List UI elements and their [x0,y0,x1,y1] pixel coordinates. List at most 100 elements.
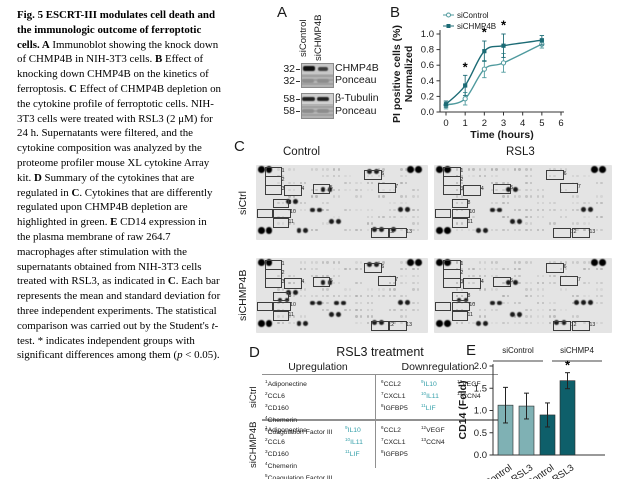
molecular-weight-label: 32 [283,74,295,87]
array-spot [536,195,540,198]
array-spot [541,322,544,325]
array-box [364,169,382,180]
table-row-label-sichmp4b: siCHMP4B [248,421,259,468]
array-spot [483,268,487,271]
caption-segment: . Each bar represents the mean and stand… [17,275,221,332]
array-spot [460,268,463,271]
array-spot [337,274,340,278]
array-spot [541,229,544,232]
cytokine-item: 6CCL2 [381,425,401,434]
array-spot [564,168,568,171]
array-box-number: 13 [406,321,413,328]
array-spot [529,288,533,291]
array-spot [292,281,296,284]
array-spot [310,168,314,171]
array-box-number: 1 [281,167,285,174]
array-box [451,218,469,228]
array-box-number: 4 [480,279,484,286]
caption-segment: Immunoblot showing the knock down of CHM… [17,38,219,66]
array-spot [518,268,521,271]
array-spot [472,175,475,178]
array-spot [415,166,422,173]
array-spot [374,262,379,268]
array-spot [367,262,372,268]
array-spot [529,181,533,185]
array-spot [371,308,374,311]
array-spot [366,301,369,305]
data-point [462,96,468,102]
array-spot [479,175,482,178]
array-box-number: 6 [563,263,567,270]
array-spot [344,188,347,191]
array-spot [348,229,352,232]
array-spot [404,315,407,318]
array-spot [329,218,335,224]
table-row: 3CD160 [265,401,371,413]
array-spot [337,188,340,191]
array-spot [359,261,363,264]
array-spot [576,261,579,264]
y-axis-title-line1: PI positive cells (%) [391,25,403,123]
array-spot [348,208,352,212]
array-spot [336,311,341,317]
caption-segment: p [177,349,183,362]
array-spot [536,208,540,212]
array-spot [355,181,358,185]
array-spot [548,315,551,318]
array-spot [398,206,403,212]
array-spot [315,168,318,171]
array-spot [292,222,296,225]
array-spot [265,259,273,266]
array-spot [310,295,314,298]
array-spot [529,215,533,218]
y-axis-title-line2: Normalized [403,46,415,103]
legend-label: siControl [457,11,489,20]
array-spot [536,188,540,191]
caption-segment: . Cytokines that are differently regulat… [17,186,213,229]
array-spot [321,175,325,178]
array-spot [333,168,336,171]
array-spot [490,261,494,264]
blot-name-label: Ponceau [335,104,377,117]
array-spot [326,222,329,225]
array-box-number: 8 [288,199,292,206]
cytokine-item: 4Chemerin [265,415,298,424]
array-spot [460,195,463,198]
array-spot [382,188,385,191]
array-box-number: 10 [290,302,296,309]
array-spot [404,202,407,205]
array-spot [382,175,385,178]
caption-segment: E [110,216,118,229]
array-spot [379,227,384,232]
data-point [500,60,507,66]
array-spot [455,308,459,311]
array-spot [600,202,603,205]
array-spot [400,274,403,278]
array-spot [483,175,487,178]
array-spot [467,274,470,278]
y-tick-label: 0.8 [421,45,434,56]
array-spot [495,175,498,178]
array-spot [588,299,594,305]
array-spot [455,295,459,298]
array-spot [303,261,307,264]
array-spot [583,215,586,218]
array-spot [587,215,591,218]
cytokine-item: 3CD160 [265,403,289,412]
array-spot [377,295,381,298]
array-spot [388,202,392,205]
array-spot [333,295,336,298]
array-spot [366,288,369,291]
array-spot [315,229,318,232]
array-spot [321,288,325,291]
array-box [492,183,511,194]
array-spot [506,295,510,298]
array-box-number: 5 [329,184,333,191]
array-spot [502,215,505,218]
cytokine-item: 7CXCL1 [381,391,406,400]
array-spot [553,175,556,178]
array-spot [587,268,591,271]
array-box [273,301,291,311]
array-spot [548,308,551,311]
array-spot [472,322,475,325]
